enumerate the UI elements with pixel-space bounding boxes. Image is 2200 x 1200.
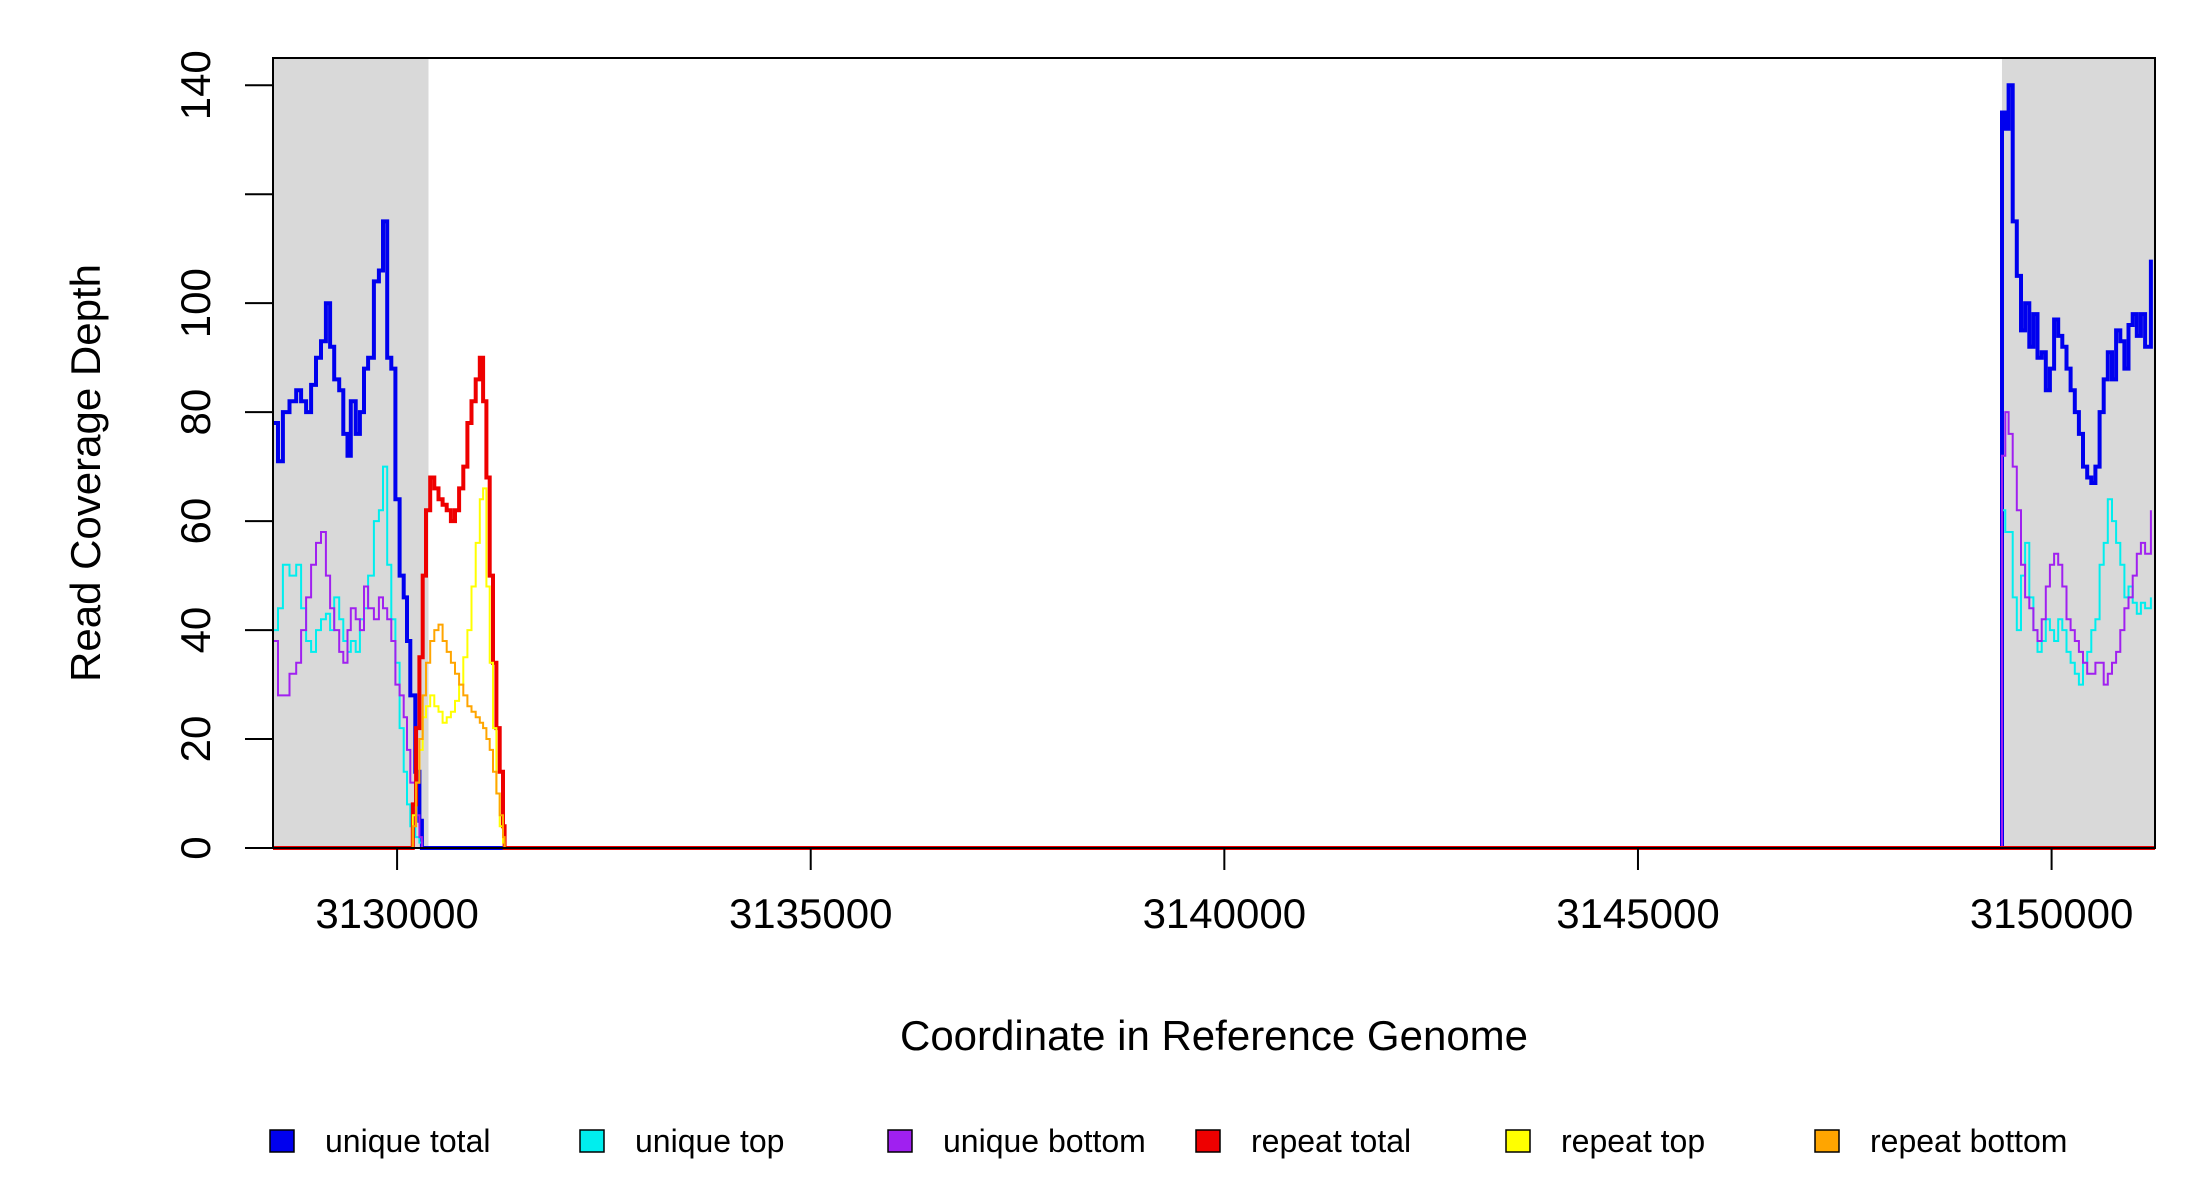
legend-swatch-unique-bottom: [887, 1129, 913, 1153]
series-line-repeat-total: [273, 355, 2155, 850]
plot-frame: [272, 57, 2156, 849]
legend-swatch-unique-top: [579, 1129, 605, 1153]
series-line-unique-top: [273, 465, 2152, 849]
series-line-unique-total: [273, 83, 2153, 850]
legend-label: repeat bottom: [1870, 1123, 2067, 1159]
x-tick-label: 3145000: [1556, 890, 1720, 937]
y-tick-label: 60: [172, 498, 219, 545]
y-tick-label: 100: [172, 268, 219, 338]
legend-label: repeat total: [1251, 1123, 1411, 1159]
legend: unique total unique top unique bottom repea…: [269, 1123, 2067, 1159]
legend-swatch-unique-total: [269, 1129, 295, 1153]
y-axis-label: Read Coverage Depth: [62, 264, 109, 682]
legend-label: unique bottom: [943, 1123, 1146, 1159]
x-axis: 3130000 3135000 3140000 3145000 3150000: [315, 847, 2134, 937]
legend-label: repeat top: [1561, 1123, 1705, 1159]
x-tick-label: 3130000: [315, 890, 479, 937]
shaded-regions: [273, 58, 2155, 848]
y-tick-label: 20: [172, 716, 219, 763]
series-lines: [273, 83, 2155, 850]
series-line-unique-bottom: [273, 411, 2152, 849]
x-axis-label: Coordinate in Reference Genome: [900, 1012, 1528, 1059]
series-line-repeat-top: [273, 487, 2155, 849]
legend-swatch-repeat-total: [1195, 1129, 1221, 1153]
x-tick-label: 3140000: [1143, 890, 1307, 937]
legend-label: unique total: [325, 1123, 490, 1159]
y-tick-label: 40: [172, 607, 219, 654]
y-tick-label: 140: [172, 50, 219, 120]
legend-swatch-repeat-top: [1505, 1129, 1531, 1153]
x-tick-label: 3150000: [1970, 890, 2134, 937]
legend-label: unique top: [635, 1123, 784, 1159]
x-tick-label: 3135000: [729, 890, 893, 937]
y-axis: 0 20 40 60 80 100 140: [172, 50, 274, 860]
legend-swatch-repeat-bottom: [1814, 1129, 1840, 1153]
y-tick-label: 80: [172, 389, 219, 436]
series-line-repeat-bottom: [273, 623, 2155, 849]
y-tick-label: 0: [172, 836, 219, 859]
shaded-region-2: [2001, 58, 2155, 848]
